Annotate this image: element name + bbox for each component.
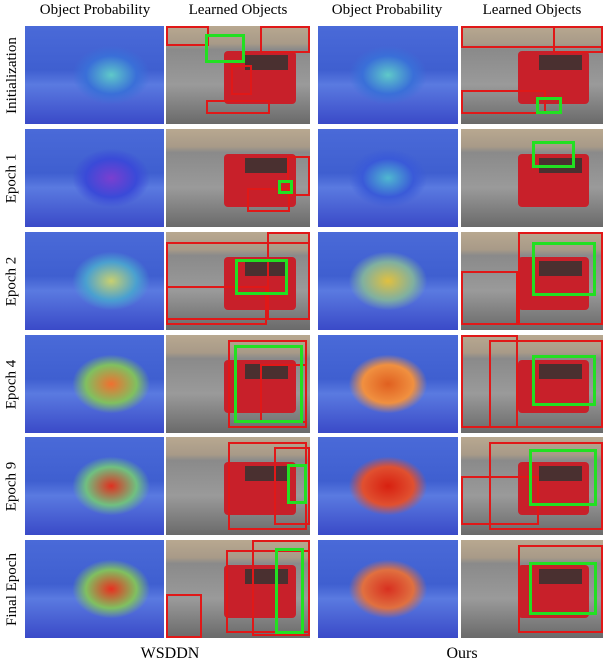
red-box [553, 26, 603, 53]
red-box [166, 594, 202, 638]
heatmap-image [318, 129, 458, 227]
column-header: Learned Objects [166, 2, 310, 19]
photo-image [166, 232, 310, 330]
heatmap-image [25, 335, 164, 433]
green-box [532, 242, 596, 296]
heatmap-image [318, 335, 458, 433]
green-box [234, 345, 303, 423]
photo-image [461, 335, 603, 433]
row-label: Initialization [0, 26, 24, 124]
column-header: Object Probability [314, 2, 460, 19]
heatmap-image [318, 540, 458, 638]
heatmap-image [25, 26, 164, 124]
green-box [529, 449, 597, 506]
row-label-text: Epoch 9 [4, 461, 21, 511]
row-label: Epoch 1 [0, 129, 24, 227]
red-box [166, 26, 209, 46]
red-box [461, 476, 539, 525]
truck-window [245, 158, 288, 173]
row-label: Final Epoch [0, 540, 24, 638]
green-box [278, 180, 292, 194]
red-box [260, 26, 310, 53]
row-label-text: Epoch 2 [4, 256, 21, 306]
green-box [275, 548, 304, 634]
column-header: Object Probability [25, 2, 165, 19]
heatmap-image [318, 232, 458, 330]
row-label: Epoch 9 [0, 437, 24, 535]
photo-image [461, 437, 603, 535]
group-label: WSDDN [100, 645, 240, 663]
truck-window [539, 55, 582, 70]
green-box [532, 141, 575, 168]
green-box [235, 259, 288, 294]
heatmap-image [318, 437, 458, 535]
photo-image [461, 232, 603, 330]
green-box [287, 464, 307, 503]
heatmap-image [25, 129, 164, 227]
photo-image [461, 129, 603, 227]
heatmap-image [25, 232, 164, 330]
row-label: Epoch 2 [0, 232, 24, 330]
photo-image [461, 26, 603, 124]
red-box [206, 100, 269, 115]
green-box [532, 355, 596, 406]
green-box [536, 97, 562, 115]
row-label-text: Epoch 1 [4, 153, 21, 203]
photo-image [166, 437, 310, 535]
heatmap-image [25, 437, 164, 535]
green-box [529, 562, 597, 616]
column-header: Learned Objects [461, 2, 603, 19]
photo-image [166, 129, 310, 227]
photo-image [166, 335, 310, 433]
heatmap-image [25, 540, 164, 638]
row-label-text: Initialization [4, 37, 21, 114]
group-label: Ours [392, 645, 532, 663]
green-box [205, 34, 245, 63]
figure: Object Probability Learned Objects Objec… [0, 0, 603, 667]
heatmap-image [318, 26, 458, 124]
red-box [231, 65, 253, 94]
row-label: Epoch 4 [0, 335, 24, 433]
row-label-text: Epoch 4 [4, 359, 21, 409]
photo-image [166, 26, 310, 124]
red-box [461, 271, 518, 325]
photo-image [166, 540, 310, 638]
red-box [461, 90, 546, 115]
photo-image [461, 540, 603, 638]
row-label-text: Final Epoch [4, 553, 21, 626]
